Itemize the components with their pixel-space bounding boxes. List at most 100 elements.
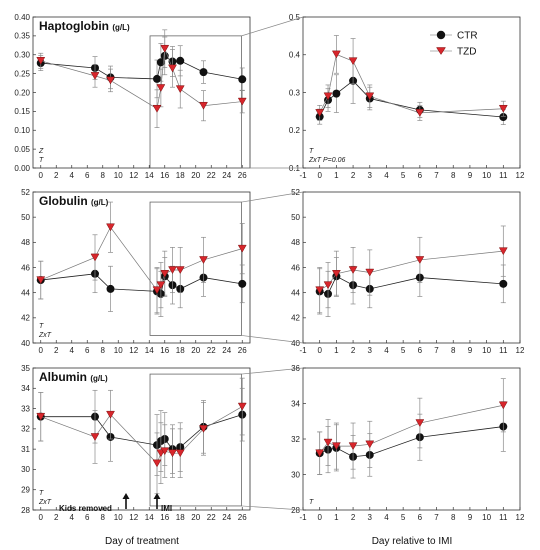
kids-removed-label: Kids removed: [59, 504, 112, 513]
legend-tzd-marker: [436, 47, 446, 55]
x-tick-label: 4: [70, 513, 75, 522]
x-tick-label: 10: [114, 513, 123, 522]
significance-note: T: [309, 148, 314, 155]
data-point-tzd: [348, 57, 358, 66]
data-point-tzd: [106, 76, 115, 85]
x-tick-label: -1: [299, 513, 307, 522]
plot-frame: [32, 191, 251, 344]
x-tick-label: 18: [176, 171, 185, 180]
data-point-tzd: [199, 425, 208, 433]
x-tick-label: 4: [70, 171, 75, 180]
x-tick-label: 26: [238, 171, 247, 180]
data-point-tzd: [106, 410, 115, 419]
data-point-ctr: [106, 284, 115, 293]
zoom-box: [149, 201, 242, 336]
x-tick-label: 16: [160, 171, 169, 180]
significance-note: ZxT: [38, 332, 52, 339]
x-tick-label: 6: [418, 346, 423, 355]
data-point-ctr: [199, 68, 208, 77]
x-tick-label: 6: [85, 513, 90, 522]
y-tick-label: 52: [21, 188, 30, 197]
zoom-connector: [241, 16, 304, 37]
y-tick-label: 30: [291, 470, 300, 479]
x-tick-label: 9: [468, 171, 473, 180]
imi-label: IMI: [161, 504, 172, 513]
x-tick-label: -1: [299, 171, 307, 180]
x-tick-label: 12: [129, 346, 138, 355]
data-point-tzd: [160, 270, 170, 278]
data-point-tzd: [415, 419, 425, 428]
data-point-tzd: [106, 223, 115, 232]
data-point-tzd: [199, 101, 208, 110]
data-point-tzd: [168, 449, 177, 458]
significance-note: ZxT P=0.06: [308, 157, 345, 164]
x-tick-label: 11: [499, 171, 508, 180]
x-tick-label: 3: [368, 171, 373, 180]
x-tick-label: 2: [351, 346, 356, 355]
x-tick-label: 7: [434, 513, 439, 522]
y-tick-label: 0.30: [14, 51, 30, 60]
data-point-tzd: [160, 447, 170, 456]
x-tick-label: 0: [317, 346, 322, 355]
data-point-tzd: [498, 401, 508, 410]
x-tick-label: 6: [418, 513, 423, 522]
series-line: [319, 53, 504, 114]
x-tick-label: 14: [145, 346, 154, 355]
x-tick-label: 8: [451, 513, 456, 522]
data-point-ctr: [153, 74, 161, 83]
x-tick-label: 18: [176, 346, 185, 355]
x-tick-label: 24: [222, 346, 231, 355]
y-tick-label: 32: [291, 435, 300, 444]
x-tick-label: 10: [482, 513, 491, 522]
x-tick-label: 4: [70, 346, 75, 355]
legend: CTR TZD: [430, 31, 478, 58]
x-tick-label: 3: [368, 513, 373, 522]
series-ctr: [315, 57, 508, 125]
x-tick-label: -1: [299, 346, 307, 355]
legend-ctr-marker: [436, 30, 446, 40]
series-tzd: [315, 225, 508, 314]
data-point-tzd: [331, 50, 341, 59]
x-tick-label: 24: [222, 171, 231, 180]
x-tick-label: 0: [39, 171, 44, 180]
data-point-tzd: [156, 84, 166, 92]
x-tick-label: 6: [85, 171, 90, 180]
x-tick-label: 10: [114, 346, 123, 355]
x-tick-label: 26: [238, 346, 247, 355]
data-point-tzd: [152, 459, 162, 468]
data-point-ctr: [238, 279, 247, 288]
data-point-ctr: [332, 89, 341, 98]
x-tick-label: 0: [39, 346, 44, 355]
data-point-tzd: [415, 109, 425, 117]
data-point-tzd: [175, 449, 185, 458]
panel-title-unit: (g/L): [91, 198, 109, 207]
series-ctr: [36, 254, 247, 317]
data-point-tzd: [365, 268, 375, 277]
data-point-tzd: [365, 440, 375, 449]
y-tick-label: 28: [291, 506, 300, 515]
y-tick-label: 48: [21, 238, 30, 247]
series-tzd: [315, 378, 508, 475]
kids-removed-arrow: [122, 493, 130, 509]
x-tick-label: 2: [351, 513, 356, 522]
zoom-connector: [241, 367, 304, 375]
series-line: [40, 273, 243, 295]
y-tick-label: 0.4: [289, 51, 301, 60]
x-tick-label: 26: [238, 513, 247, 522]
y-tick-label: 44: [291, 288, 300, 297]
data-point-tzd: [168, 266, 177, 275]
x-tick-label: 6: [85, 346, 90, 355]
series-line: [319, 404, 504, 454]
arrow-head: [153, 493, 161, 499]
plot-frame: [32, 367, 251, 511]
x-tick-label: 2: [54, 346, 59, 355]
panel-title-text: Haptoglobin: [39, 19, 112, 33]
significance-note: T: [309, 499, 314, 506]
data-point-tzd: [348, 442, 358, 451]
series-ctr: [36, 387, 247, 476]
x-tick-label: 20: [191, 346, 200, 355]
x-tick-label: 2: [54, 513, 59, 522]
series-line: [40, 414, 243, 450]
x-tick-label: 0: [317, 171, 322, 180]
data-point-ctr: [176, 56, 185, 65]
